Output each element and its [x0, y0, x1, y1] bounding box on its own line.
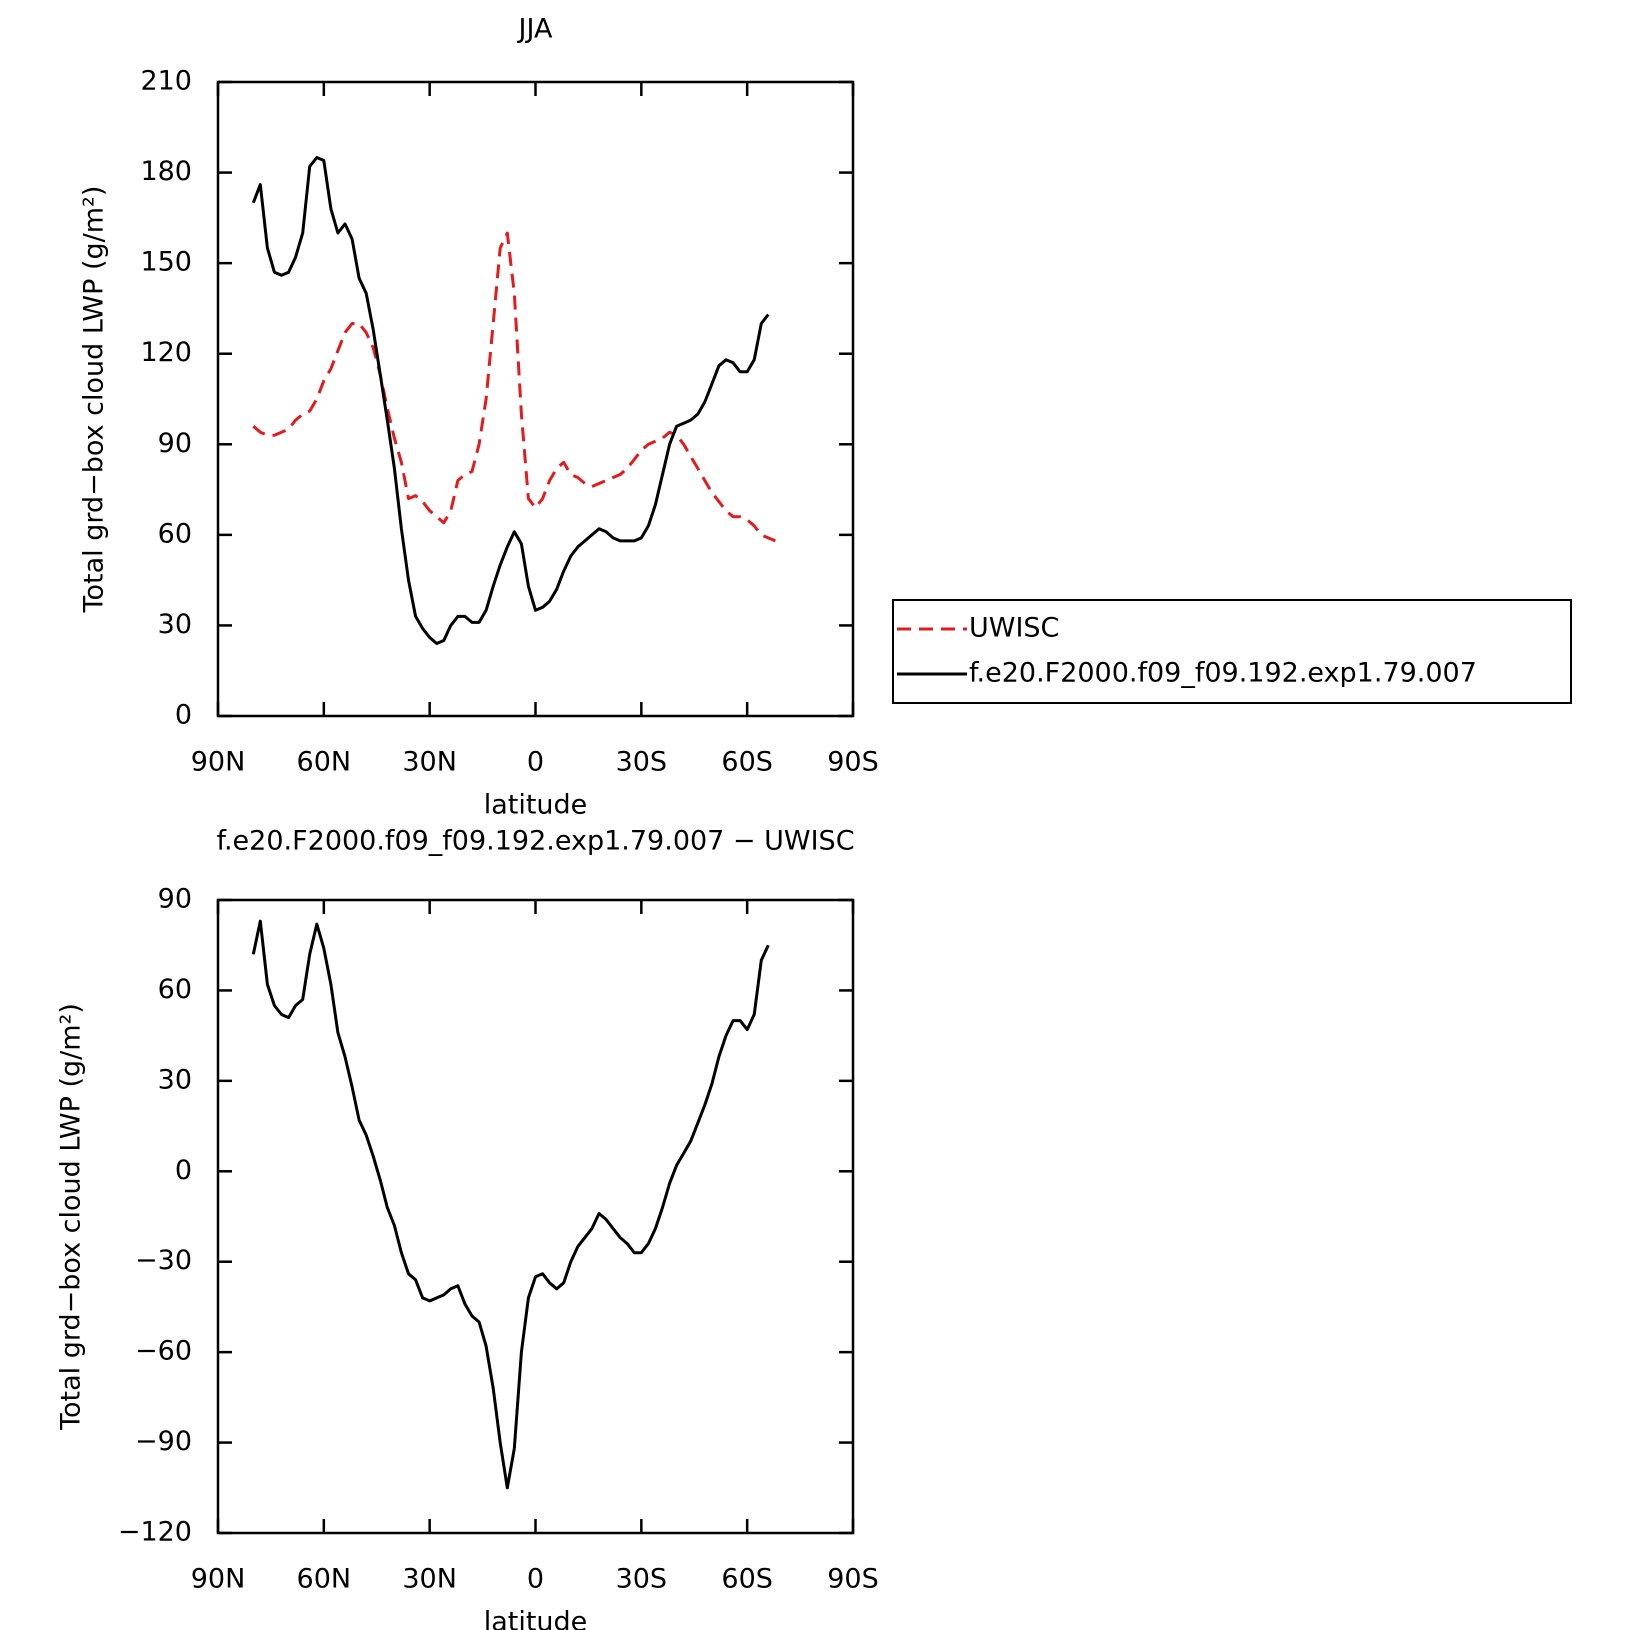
x-tick-label: 0: [527, 1564, 544, 1595]
y-tick-label: 60: [158, 974, 192, 1005]
data-line: [252, 231, 776, 543]
x-tick-label: 30N: [402, 747, 457, 778]
legend-label: UWISC: [969, 613, 1059, 644]
legend-label: f.e20.F2000.f09_f09.192.exp1.79.007: [969, 658, 1477, 689]
y-tick-label: −120: [118, 1517, 192, 1548]
x-tick-label: 30N: [402, 1564, 457, 1595]
y-tick-label: −90: [135, 1426, 192, 1457]
x-tick-label: 60N: [297, 747, 352, 778]
chart-title: f.e20.F2000.f09_f09.192.exp1.79.007 − UW…: [216, 826, 854, 857]
y-tick-label: 30: [158, 1064, 192, 1095]
x-tick-label: 60S: [721, 747, 773, 778]
x-tick-label: 60S: [721, 1564, 773, 1595]
y-tick-label: 150: [140, 247, 192, 278]
x-tick-label: 90N: [191, 1564, 246, 1595]
y-tick-label: 0: [175, 700, 192, 731]
y-axis-label: Total grd−box cloud LWP (g/m²): [79, 186, 110, 614]
x-tick-label: 0: [527, 747, 544, 778]
x-axis-label: latitude: [484, 790, 588, 821]
legend-box: [892, 599, 1572, 704]
x-tick-label: 90S: [827, 1564, 879, 1595]
chart-title: JJA: [517, 14, 553, 45]
y-tick-label: 180: [140, 156, 192, 187]
y-tick-label: 90: [158, 884, 192, 915]
x-tick-label: 30S: [616, 1564, 668, 1595]
y-tick-label: −30: [135, 1245, 192, 1276]
y-tick-label: 120: [140, 337, 192, 368]
data-line: [251, 156, 770, 645]
y-tick-label: 210: [140, 66, 192, 97]
x-tick-label: 30S: [616, 747, 668, 778]
plot-frame: [216, 80, 855, 718]
y-tick-label: 60: [158, 518, 192, 549]
x-tick-label: 90N: [191, 747, 246, 778]
data-line: [251, 919, 770, 1490]
y-tick-label: −60: [135, 1336, 192, 1367]
x-axis-label: latitude: [484, 1607, 588, 1630]
y-axis-label: Total grd−box cloud LWP (g/m²): [56, 1003, 87, 1431]
x-tick-label: 60N: [297, 1564, 352, 1595]
x-tick-label: 90S: [827, 747, 879, 778]
y-tick-label: 90: [158, 428, 192, 459]
y-tick-label: 0: [175, 1155, 192, 1186]
y-tick-label: 30: [158, 609, 192, 640]
